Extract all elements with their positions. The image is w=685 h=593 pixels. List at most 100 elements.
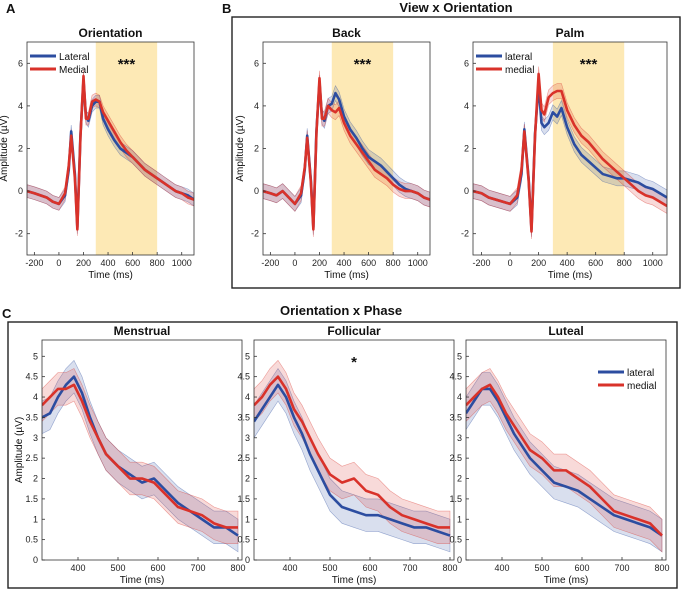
chart-a: -200 0 200 400 600 800 1000 -2 0 2 4 6 Orientation Ti…	[0, 26, 195, 281]
plot-area	[254, 359, 451, 553]
group-c-frame	[7, 321, 678, 589]
x-axis-label: Time (ms)	[332, 575, 377, 586]
y-tick-label: 3.5	[237, 412, 250, 422]
y-tick-label: 6	[18, 58, 23, 68]
y-tick-label: 2	[457, 474, 462, 484]
y-tick-label: 3	[457, 433, 462, 443]
x-tick-label: 800	[150, 258, 165, 268]
legend-label-medial: medial	[627, 381, 656, 392]
y-tick-label: 2.5	[25, 453, 38, 463]
y-tick-label: 1.5	[25, 494, 38, 504]
error-band-lateral	[42, 359, 239, 553]
y-tick-label: 2.5	[449, 453, 462, 463]
x-tick-label: 1000	[643, 258, 663, 268]
significance-stars: *	[351, 354, 357, 371]
x-tick-label: 800	[386, 258, 401, 268]
y-tick-label: 4	[245, 392, 250, 402]
panel-title: Palm	[556, 26, 585, 40]
x-tick-label: -200	[473, 258, 491, 268]
error-band-lateral	[466, 372, 663, 553]
x-tick-label: 0	[292, 258, 297, 268]
y-tick-label: 4	[457, 392, 462, 402]
x-tick-label: 600	[361, 258, 376, 268]
y-tick-label: 0.5	[449, 535, 462, 545]
x-tick-label: 200	[531, 258, 546, 268]
x-tick-label: 800	[230, 563, 245, 573]
x-tick-label: -200	[25, 258, 43, 268]
panel-title: Menstrual	[114, 324, 171, 338]
chart-b2: -200 0 200 400 600 800 1000 -2 0 2 4 6 Palm Time (ms)…	[461, 26, 668, 281]
x-tick-label: 700	[614, 563, 629, 573]
significance-stars: ***	[580, 56, 598, 73]
y-tick-label: 3.5	[449, 412, 462, 422]
panel-title: Follicular	[327, 324, 381, 338]
y-tick-label: 5	[33, 351, 38, 361]
y-tick-label: -2	[15, 229, 23, 239]
y-axis-label: Amplitude (µV)	[235, 115, 246, 181]
y-tick-label: 4.5	[237, 372, 250, 382]
chart-c2: 400 500 600 700 800 0 0.5 1 1.5 2 2.5 3 3.5 4 4.5 5 Foll…	[237, 324, 457, 586]
y-tick-label: 0.5	[237, 535, 250, 545]
plot-area	[466, 368, 663, 553]
y-tick-label: 0	[254, 186, 259, 196]
y-tick-label: 4.5	[25, 372, 38, 382]
x-tick-label: 600	[574, 563, 589, 573]
y-axis-label: Amplitude (µV)	[0, 115, 10, 181]
panel-title: Luteal	[548, 324, 583, 338]
plot-area	[27, 69, 194, 236]
group-c-title: Orientation x Phase	[280, 303, 402, 318]
x-tick-label: 400	[337, 258, 352, 268]
y-tick-label: 3	[245, 433, 250, 443]
axes-frame	[253, 339, 455, 561]
axes-frame	[41, 339, 243, 561]
y-tick-label: 3.5	[25, 412, 38, 422]
x-tick-label: -200	[261, 258, 279, 268]
series-line-medial	[466, 383, 663, 537]
y-tick-label: 0	[457, 555, 462, 565]
legend-label-lateral: Lateral	[59, 52, 90, 63]
y-tick-label: -2	[461, 229, 469, 239]
y-tick-label: 1	[245, 514, 250, 524]
y-tick-label: 2	[33, 474, 38, 484]
y-tick-label: 0	[245, 555, 250, 565]
x-tick-label: 400	[282, 563, 297, 573]
x-axis-label: Time (ms)	[548, 270, 593, 281]
x-tick-label: 400	[70, 563, 85, 573]
panel-letter-c: C	[2, 306, 12, 321]
x-tick-label: 700	[402, 563, 417, 573]
x-tick-label: 200	[312, 258, 327, 268]
y-tick-label: 2	[254, 144, 259, 154]
axes-frame	[465, 339, 667, 561]
y-tick-label: 1.5	[237, 494, 250, 504]
legend-label-medial: Medial	[59, 65, 88, 76]
y-tick-label: 2.5	[237, 453, 250, 463]
plot-area	[263, 70, 430, 237]
legend: lateral medial	[598, 368, 656, 392]
x-tick-label: 0	[56, 258, 61, 268]
x-tick-label: 0	[508, 258, 513, 268]
series-line-medial	[42, 383, 238, 529]
x-axis-label: Time (ms)	[88, 270, 133, 281]
series-line-lateral	[466, 387, 663, 537]
error-band-medial	[466, 368, 663, 553]
panel-letter-b: B	[222, 1, 231, 16]
panel-title: Orientation	[78, 26, 142, 40]
y-tick-label: 5	[245, 351, 250, 361]
chart-c3: 400 500 600 700 800 0 0.5 1 1.5 2 2.5 3 3.5 4 4.5 5 Lute…	[449, 324, 669, 586]
y-tick-label: 0	[464, 186, 469, 196]
y-tick-label: 0	[18, 186, 23, 196]
y-tick-label: 6	[254, 58, 259, 68]
x-axis-label: Time (ms)	[544, 575, 589, 586]
significance-window	[552, 42, 625, 255]
series-line-lateral	[42, 375, 239, 537]
panel-title: Back	[332, 26, 361, 40]
x-tick-label: 1000	[408, 258, 428, 268]
y-tick-label: 0.5	[25, 535, 38, 545]
x-tick-label: 500	[322, 563, 337, 573]
y-tick-label: 2	[464, 144, 469, 154]
charts-layer: -200 0 200 400 600 800 1000-20246OrientationTi…	[0, 26, 670, 586]
x-tick-label: 600	[588, 258, 603, 268]
y-tick-label: 1	[33, 514, 38, 524]
y-axis-label: Amplitude (µV)	[14, 417, 25, 483]
